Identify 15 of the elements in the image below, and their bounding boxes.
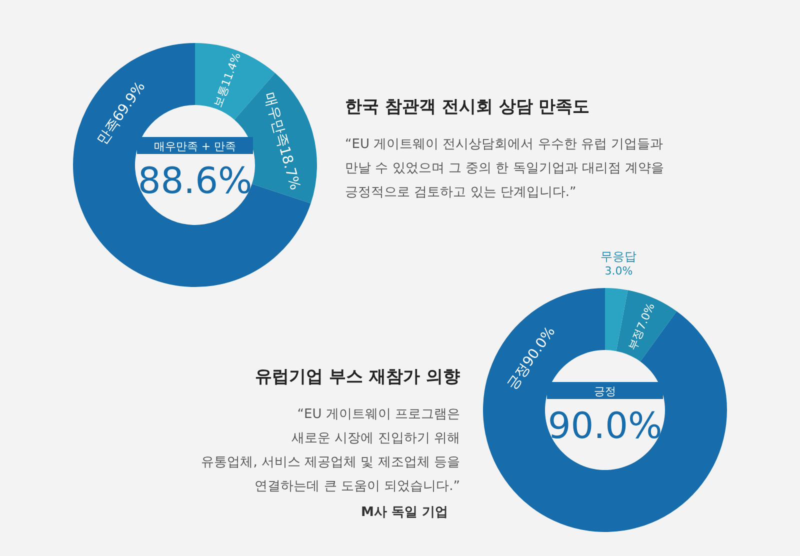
donut-slice — [605, 288, 628, 352]
data-label: 90.0% — [548, 406, 662, 447]
text: “EU 게이트웨이 전시상담회에서 우수한 유럽 기업들과 만날 수 있었으며 그 중의 한 독일기업과 대리점 계약을 긍정적으로 검토하고 있는 단계입니다.” — [345, 136, 664, 202]
text: “EU 게이트웨이 프로그램은 새로운 시장에 진입하기 위해 유통업체, 서비스 제공업체 및 제조업체 등을 연결하는데 큰 도움이 되었습니다.” — [201, 406, 460, 496]
text: 88.6% — [138, 161, 252, 202]
text: M사 독일 기업 — [361, 504, 448, 521]
text: 한국 참관객 전시회 상담 만족도 — [345, 96, 590, 118]
donut-slice — [483, 288, 727, 532]
donut-slice — [616, 290, 677, 362]
text: 매우만족 + 만족 — [154, 140, 236, 153]
slice-label: 무응답 — [600, 250, 637, 264]
slice-label: 긍정 — [594, 385, 616, 398]
text: 유럽기업 부스 재참가 의향 — [255, 366, 460, 388]
data-label: 3.0% — [604, 264, 633, 278]
donut-slice — [73, 43, 311, 287]
